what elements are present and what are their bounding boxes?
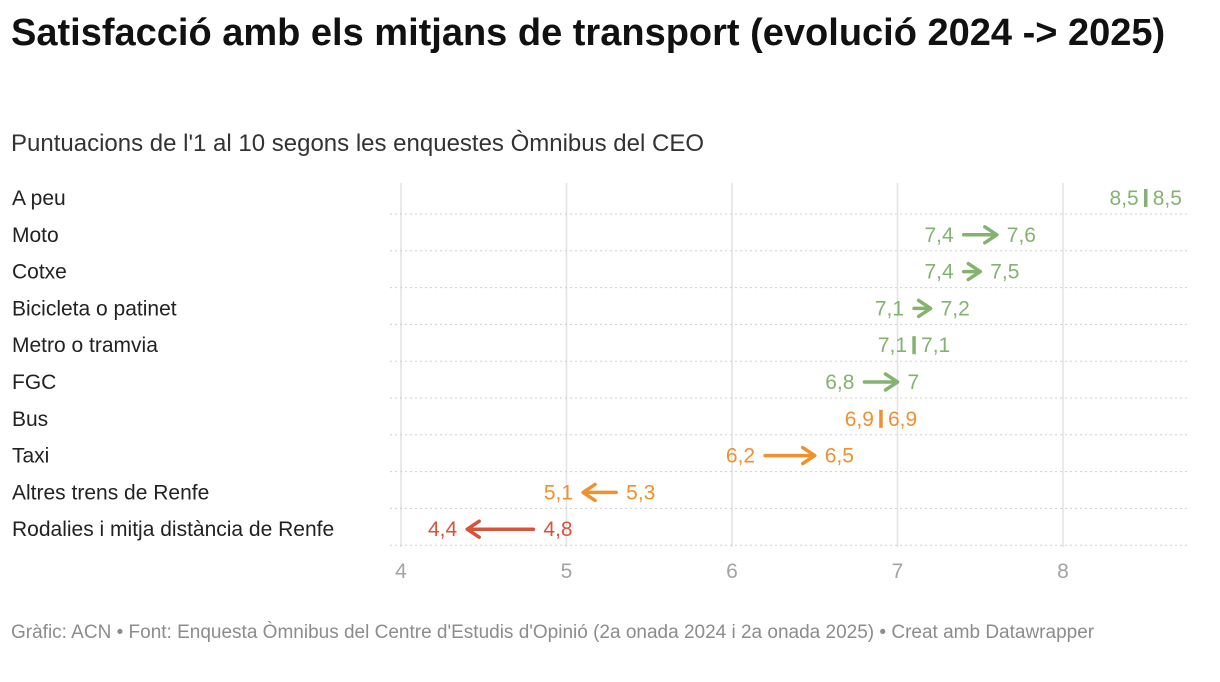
value-label-2025: 6,9 <box>888 408 917 431</box>
value-label-2024: 7,4 <box>924 261 954 284</box>
row-label: Taxi <box>12 445 49 468</box>
value-label-2024: 8,5 <box>1110 187 1139 210</box>
value-label-2024: 5,3 <box>626 481 655 504</box>
value-label-2025: 7,6 <box>1007 224 1036 247</box>
value-label-2024: 7,4 <box>924 224 954 247</box>
value-label-2025: 7 <box>908 371 920 394</box>
value-label-2025: 4,4 <box>428 518 458 541</box>
value-label-2025: 7,2 <box>941 297 970 320</box>
arrow-head <box>883 372 900 392</box>
value-label-2024: 7,1 <box>875 297 904 320</box>
row-label: Moto <box>12 224 59 247</box>
x-tick-label: 5 <box>561 560 573 583</box>
row-label: FGC <box>12 371 56 394</box>
arrow-head <box>465 519 481 539</box>
row-label: Bicicleta o patinet <box>12 297 177 320</box>
value-label-2024: 4,8 <box>543 518 572 541</box>
footer-tool: Creat amb Datawrapper <box>891 622 1095 643</box>
value-label-2024: 7,1 <box>878 334 907 357</box>
row-label: A peu <box>12 187 66 210</box>
arrow-head <box>801 445 817 466</box>
chart-footer: Gràfic: ACN • Font: Enquesta Òmnibus del… <box>11 620 1161 645</box>
row-label: Rodalies i mitja distància de Renfe <box>12 518 334 541</box>
value-label-2025: 5,1 <box>544 481 573 504</box>
arrow-head <box>581 482 597 503</box>
value-label-2025: 7,5 <box>990 261 1019 284</box>
footer-credit: Gràfic: ACN <box>11 622 112 643</box>
row-label: Bus <box>12 408 48 431</box>
footer-separator: • <box>111 622 129 643</box>
value-label-2024: 6,8 <box>825 371 854 394</box>
chart-title: Satisfacció amb els mitjans de transport… <box>11 12 1166 54</box>
value-label-2025: 7,1 <box>921 334 950 357</box>
row-label: Altres trens de Renfe <box>12 481 209 504</box>
x-tick-label: 7 <box>892 560 904 583</box>
value-label-2024: 6,9 <box>845 408 874 431</box>
arrow-head <box>916 298 933 319</box>
arrow-chart: 4 5 6 7 8 A peu 8,5 8,5 Moto 7,4 7,6 Cotxe 7,4 7,5 Bic… <box>12 183 1190 583</box>
value-label-2024: 6,2 <box>726 445 755 468</box>
footer-source: Font: Enquesta Òmnibus del Centre d'Estu… <box>128 622 875 643</box>
value-label-2025: 8,5 <box>1153 187 1182 210</box>
value-label-2025: 6,5 <box>825 445 854 468</box>
x-tick-label: 8 <box>1057 560 1069 583</box>
x-tick-label: 6 <box>726 560 738 583</box>
row-label: Metro o tramvia <box>12 334 158 357</box>
arrow-head <box>983 225 999 245</box>
x-tick-label: 4 <box>395 560 407 583</box>
chart-subtitle: Puntuacions de l'1 al 10 segons les enqu… <box>11 130 704 157</box>
arrow-head <box>966 261 982 282</box>
footer-separator: • <box>874 622 892 643</box>
row-label: Cotxe <box>12 261 67 284</box>
